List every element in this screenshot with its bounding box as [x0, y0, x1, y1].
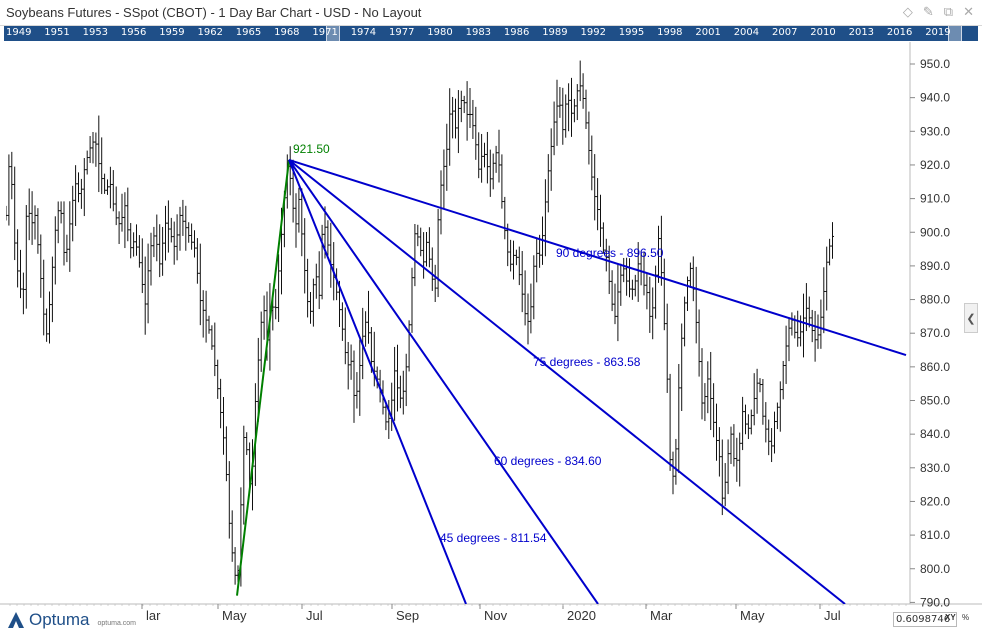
- price-tick-label: 810.0: [920, 528, 950, 542]
- timeline-year[interactable]: 1980: [427, 27, 453, 38]
- date-tick-label: 2020: [567, 608, 596, 623]
- swing-label: 921.50: [293, 142, 330, 156]
- price-bars[interactable]: [5, 60, 835, 587]
- date-tick-label: Sep: [396, 608, 419, 623]
- xy-readout: 0.6098746: [893, 612, 957, 627]
- restore-icon[interactable]: ⧉: [943, 4, 954, 19]
- price-tick-label: 910.0: [920, 192, 950, 206]
- price-tick-label: 920.0: [920, 158, 950, 172]
- fan-label: 75 degrees - 863.58: [533, 355, 641, 369]
- price-tick-label: 800.0: [920, 562, 950, 576]
- logo-text: Optuma: [29, 610, 90, 629]
- timeline-year[interactable]: 2019: [925, 27, 951, 38]
- timeline-year[interactable]: 1974: [350, 27, 377, 38]
- price-tick-label: 840.0: [920, 427, 950, 441]
- timeline-year[interactable]: 1959: [159, 27, 185, 38]
- fan-line[interactable]: [288, 159, 599, 604]
- window-controls: ◇ ✎ ⧉ ✕: [903, 4, 974, 20]
- date-tick-label: Nov: [484, 608, 508, 623]
- chart-title: Soybeans Futures - SSpot (CBOT) - 1 Day …: [6, 5, 422, 20]
- price-tick-label: 900.0: [920, 225, 950, 239]
- price-tick-label: 850.0: [920, 394, 950, 408]
- fan-label: 45 degrees - 811.54: [440, 531, 547, 545]
- date-tick-label: May: [222, 608, 247, 623]
- timeline-year[interactable]: 2016: [886, 27, 913, 38]
- xy-label[interactable]: XY: [945, 613, 956, 622]
- timeline-year[interactable]: 2007: [772, 27, 798, 38]
- price-tick-label: 870.0: [920, 326, 950, 340]
- timeline-navigator[interactable]: 1949 1951 1953 1956 1959 1962 1965 1968 1971 1974…: [4, 26, 978, 41]
- price-tick-label: 950.0: [920, 57, 950, 71]
- timeline-year[interactable]: 2001: [695, 27, 721, 38]
- optuma-logo-icon: [8, 612, 24, 628]
- collapse-panel-button[interactable]: ❮: [964, 303, 978, 333]
- timeline-year[interactable]: 2010: [810, 27, 836, 38]
- timeline-year[interactable]: 1971: [312, 27, 338, 38]
- date-tick-label: Jul: [306, 608, 323, 623]
- timeline-year[interactable]: 1992: [580, 27, 606, 38]
- timeline-year[interactable]: 1968: [274, 27, 300, 38]
- timeline-year[interactable]: 1977: [389, 27, 415, 38]
- price-tick-label: 790.0: [920, 595, 950, 609]
- fan-label: 90 degrees - 896.50: [556, 246, 664, 260]
- timeline-handle[interactable]: [948, 26, 962, 41]
- timeline-year[interactable]: 1956: [120, 27, 147, 38]
- fan-line[interactable]: [288, 158, 907, 357]
- window-titlebar: Soybeans Futures - SSpot (CBOT) - 1 Day …: [0, 0, 982, 26]
- optuma-logo: Optuma optuma.com: [6, 610, 136, 630]
- diamond-icon[interactable]: ◇: [902, 4, 913, 19]
- timeline-year[interactable]: 1983: [465, 27, 492, 38]
- footer-bar: Optuma optuma.com 0.6098746 XY %: [0, 604, 982, 635]
- price-tick-label: 830.0: [920, 461, 950, 475]
- timeline-year[interactable]: 1951: [44, 27, 70, 38]
- timeline-year[interactable]: 1995: [618, 27, 645, 38]
- price-tick-label: 930.0: [920, 124, 950, 138]
- timeline-handle[interactable]: [326, 26, 340, 41]
- timeline-year[interactable]: 2013: [848, 27, 875, 38]
- fan-line[interactable]: [288, 159, 467, 604]
- date-tick-label: lar: [146, 608, 161, 623]
- fan-line[interactable]: [288, 159, 846, 604]
- timeline-year[interactable]: 1949: [6, 27, 32, 38]
- price-tick-label: 820.0: [920, 494, 950, 508]
- chevron-left-icon: ❮: [966, 312, 976, 325]
- date-tick-label: May: [740, 608, 765, 623]
- price-tick-label: 890.0: [920, 259, 950, 273]
- date-tick-label: Jul: [824, 608, 841, 623]
- pin-icon[interactable]: ✎: [922, 4, 934, 19]
- timeline-year[interactable]: 1998: [657, 27, 683, 38]
- timeline-year[interactable]: 1989: [542, 27, 568, 38]
- timeline-year[interactable]: 1962: [197, 27, 223, 38]
- swing-line[interactable]: [236, 159, 290, 596]
- price-tick-label: 940.0: [920, 91, 950, 105]
- gann-fan[interactable]: [236, 158, 907, 604]
- logo-url: optuma.com: [97, 619, 137, 627]
- price-tick-label: 860.0: [920, 360, 950, 374]
- price-axis[interactable]: 790.0 800.0 810.0 820.0 830.0 840.0 850.0 860.0…: [910, 57, 950, 609]
- date-tick-label: Mar: [650, 608, 673, 623]
- percent-toggle[interactable]: %: [962, 613, 970, 622]
- timeline-year[interactable]: 1953: [82, 27, 109, 38]
- timeline-year[interactable]: 1965: [235, 27, 262, 38]
- fan-label: 60 degrees - 834.60: [494, 454, 602, 468]
- date-axis[interactable]: lar May Jul Sep Nov 2020 Mar May Jul: [9, 604, 907, 623]
- close-icon[interactable]: ✕: [963, 4, 974, 19]
- timeline-year[interactable]: 1986: [503, 27, 530, 38]
- timeline-year[interactable]: 2004: [733, 27, 760, 38]
- price-tick-label: 880.0: [920, 293, 950, 307]
